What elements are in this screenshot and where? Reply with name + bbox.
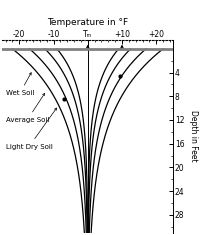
Text: Average Soil: Average Soil [6, 93, 49, 123]
X-axis label: Temperature in °F: Temperature in °F [47, 18, 128, 27]
Text: Wet Soil: Wet Soil [6, 73, 34, 96]
Y-axis label: Depth in Feet: Depth in Feet [189, 110, 198, 162]
Text: Light Dry Soil: Light Dry Soil [6, 108, 56, 150]
